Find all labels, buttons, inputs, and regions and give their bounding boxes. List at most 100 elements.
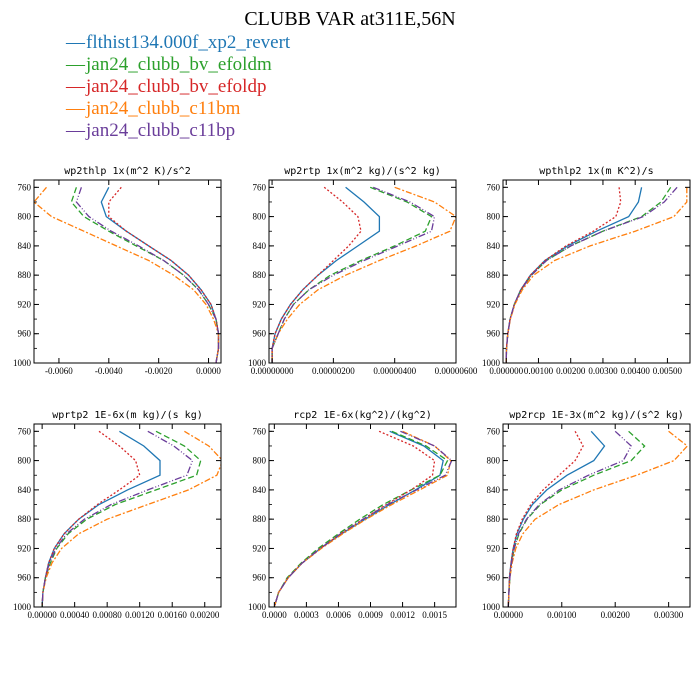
y-tick-label: 800 [487, 212, 501, 222]
chart-title: wprtp2 1E-6x(m kg)/(s kg) [52, 410, 203, 421]
y-tick-label: 920 [487, 543, 501, 553]
series-line [273, 430, 436, 607]
x-tick-label: 0.00200 [601, 610, 631, 620]
series-line [507, 430, 633, 607]
series-line [273, 430, 452, 607]
legend-item: —jan24_clubb_bv_efoldm [66, 54, 290, 76]
y-tick-label: 880 [18, 514, 32, 524]
plot-frame [268, 179, 457, 364]
y-tick-label: 880 [487, 514, 501, 524]
legend-label: jan24_clubb_bv_efoldm [86, 54, 272, 75]
x-tick-label: 0.0000 [262, 610, 287, 620]
y-tick-label: 920 [18, 543, 32, 553]
y-tick-label: 760 [18, 182, 32, 192]
x-tick-label: -0.0020 [145, 366, 173, 376]
x-tick-label: 0.00040 [60, 610, 90, 620]
x-tick-label: 0.00160 [158, 610, 188, 620]
x-tick-label: 0.00080 [93, 610, 123, 620]
chart-title: wp2thlp 1x(m^2 K)/s^2 [64, 166, 190, 177]
x-tick-label: 0.00200 [556, 366, 586, 376]
series-line [41, 430, 161, 607]
x-tick-label: -0.0040 [95, 366, 123, 376]
x-tick-label: 0.0000 [196, 366, 221, 376]
plot-frame [33, 179, 222, 364]
y-tick-label: 960 [487, 329, 501, 339]
series-line [271, 186, 362, 363]
y-tick-label: 840 [253, 241, 267, 251]
x-tick-label: 0.00000000 [251, 366, 294, 376]
series-line [271, 186, 433, 363]
chart-title: wpthlp2 1x(m K^2)/s [539, 166, 653, 177]
chart-title: wp2rcp 1E-3x(m^2 kg)/(s^2 kg) [509, 410, 684, 421]
y-tick-label: 960 [253, 573, 267, 583]
series-line [41, 430, 141, 607]
y-tick-label: 800 [18, 212, 32, 222]
plot-frame [268, 423, 457, 608]
x-tick-label: 0.0003 [294, 610, 319, 620]
x-tick-label: 0.00000200 [312, 366, 355, 376]
y-tick-label: 840 [18, 241, 32, 251]
legend-label: jan24_clubb_bv_efoldp [86, 76, 267, 97]
series-line [70, 187, 220, 363]
y-tick-label: 960 [18, 573, 32, 583]
x-tick-label: -0.0060 [45, 366, 73, 376]
y-tick-label: 1000 [248, 358, 267, 368]
series-line [507, 430, 689, 607]
chart-panel: rcp2 1E-6x(kg^2)/(kg^2) 760 800 840 880 920 96… [248, 410, 457, 620]
y-tick-label: 840 [18, 485, 32, 495]
series-line [507, 430, 584, 607]
legend-label: jan24_clubb_c11bm [86, 98, 241, 119]
legend-item: —jan24_clubb_c11bm [66, 98, 290, 120]
x-tick-label: 0.00200 [190, 610, 220, 620]
x-tick-label: 0.00000400 [373, 366, 416, 376]
series-line [271, 186, 381, 363]
legend-item: —jan24_clubb_bv_efoldp [66, 76, 290, 98]
x-tick-label: 0.000000 [489, 366, 523, 376]
series-line [34, 186, 220, 363]
y-tick-label: 840 [487, 241, 501, 251]
y-tick-label: 840 [253, 485, 267, 495]
x-tick-label: 0.00500 [653, 366, 683, 376]
legend-item: —jan24_clubb_c11bp [66, 120, 290, 142]
y-tick-label: 800 [253, 456, 267, 466]
x-tick-label: 0.00400 [621, 366, 651, 376]
series-line [100, 187, 220, 363]
legend-line-swatch: — [66, 120, 85, 141]
y-tick-label: 960 [487, 573, 501, 583]
series-line [505, 187, 643, 363]
y-tick-label: 1000 [482, 602, 501, 612]
legend-label: flthist134.000f_xp2_revert [86, 32, 291, 53]
y-tick-label: 880 [253, 270, 267, 280]
series-line [505, 187, 622, 363]
y-tick-label: 1000 [13, 358, 32, 368]
y-tick-label: 920 [487, 299, 501, 309]
y-tick-label: 840 [487, 485, 501, 495]
chart-panel: wp2rtp 1x(m^2 kg)/(s^2 kg) 760 800 840 880 92… [248, 166, 478, 376]
series-line [108, 186, 220, 363]
y-tick-label: 760 [487, 182, 501, 192]
series-line [273, 430, 449, 607]
y-tick-label: 960 [253, 329, 267, 339]
y-tick-label: 880 [487, 270, 501, 280]
x-tick-label: 0.0009 [358, 610, 383, 620]
legend-line-swatch: — [66, 98, 85, 119]
y-tick-label: 800 [253, 212, 267, 222]
plot-frame [502, 179, 691, 364]
x-tick-label: 0.00300 [654, 610, 684, 620]
chart-title: rcp2 1E-6x(kg^2)/(kg^2) [293, 410, 431, 421]
x-tick-label: 0.00000600 [435, 366, 478, 376]
y-tick-label: 920 [18, 299, 32, 309]
legend-item: —flthist134.000f_xp2_revert [66, 32, 290, 54]
plot-frame [33, 423, 222, 608]
y-tick-label: 1000 [13, 602, 32, 612]
y-tick-label: 920 [253, 299, 267, 309]
y-tick-label: 1000 [248, 602, 267, 612]
x-tick-label: 0.00100 [547, 610, 577, 620]
legend-line-swatch: — [66, 32, 85, 53]
plot-frame [502, 423, 691, 608]
y-tick-label: 760 [253, 182, 267, 192]
chart-panel: wprtp2 1E-6x(m kg)/(s kg) 760 800 840 880 920… [13, 410, 222, 620]
series-line [271, 186, 436, 363]
chart-panel: wp2rcp 1E-3x(m^2 kg)/(s^2 kg) 760 800 840 88… [482, 410, 691, 620]
legend: —flthist134.000f_xp2_revert —jan24_clubb_… [66, 32, 290, 142]
